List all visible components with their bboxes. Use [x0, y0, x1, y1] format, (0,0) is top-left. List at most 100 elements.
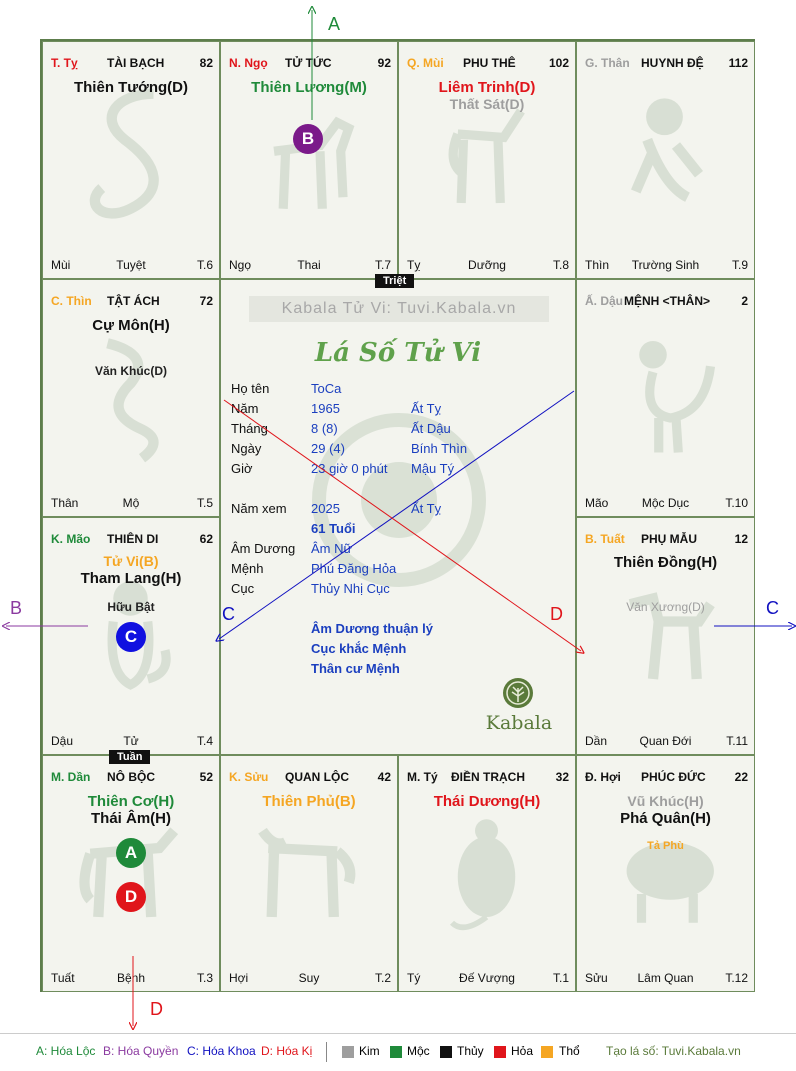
main-star: Cự Môn(H)	[92, 317, 170, 334]
palace-name: HUYNH ĐỆ	[641, 56, 704, 70]
year-value: 1965	[311, 401, 340, 416]
palace-score: 62	[199, 532, 213, 546]
palace-score: 102	[548, 56, 569, 70]
life-stage: Mộ	[122, 496, 140, 510]
tuan-tag: Tuần	[109, 750, 151, 764]
label-a: A	[328, 14, 340, 34]
earthly-branch: Tuất	[51, 971, 75, 985]
destiny-value: Phú Đăng Hỏa	[311, 561, 397, 576]
marker-d: D	[116, 882, 146, 912]
heavenly-stem: N. Ngọ	[229, 56, 268, 70]
swatch-tho	[541, 1046, 553, 1058]
heavenly-stem: M. Tý	[407, 770, 438, 784]
month-index: T.7	[374, 258, 391, 272]
heavenly-stem: G. Thân	[585, 56, 630, 70]
heavenly-stem: Ấ. Dậu	[585, 294, 624, 308]
heavenly-stem: Đ. Hợi	[585, 770, 621, 784]
year-can-chi: Ất Tỵ	[411, 401, 442, 416]
cuc-label: Cục	[231, 581, 255, 596]
earthly-branch: Thìn	[585, 258, 610, 272]
month-value: 8 (8)	[311, 421, 338, 436]
palace-tai-bach: T. Tỵ TÀI BẠCH 82 Thiên Tướng(D) Mùi Tuy…	[42, 41, 220, 279]
palace-phu-the: Q. Mùi PHU THÊ 102 Liêm Trinh(D) Thất Sá…	[398, 41, 576, 279]
palace-name: TẬT ÁCH	[107, 294, 160, 308]
heavenly-stem: M. Dần	[51, 770, 91, 784]
rat-icon	[449, 819, 516, 931]
snake-icon	[89, 88, 159, 219]
legend-hoa-quyen: B: Hóa Quyền	[103, 1044, 179, 1058]
label-d-bottom: D	[150, 999, 163, 1019]
note-3: Thân cư Mệnh	[311, 661, 400, 676]
palace-name: TỬ TỨC	[285, 56, 332, 70]
swatch-hoa	[494, 1046, 506, 1058]
palace-name: MỆNH <THÂN>	[624, 294, 711, 308]
main-star-2: Thất Sát(D)	[449, 96, 525, 112]
cuc-value: Thủy Nhị Cục	[311, 581, 390, 596]
palace-name: ĐIỀN TRẠCH	[451, 770, 525, 784]
month-index: T.5	[196, 496, 213, 510]
life-stage: Trường Sinh	[631, 258, 700, 272]
earthly-branch: Dần	[585, 734, 608, 748]
heavenly-stem: B. Tuất	[585, 532, 625, 546]
palace-score: 2	[741, 294, 748, 308]
earthly-branch: Dậu	[51, 734, 74, 748]
life-stage: Mộc Dục	[641, 496, 690, 510]
earthly-branch: Sửu	[585, 971, 608, 985]
life-stage: Bệnh	[116, 971, 146, 985]
swatch-thuy	[440, 1046, 452, 1058]
cat-icon	[107, 581, 171, 690]
palace-name: THIÊN DI	[107, 532, 159, 546]
swatch-kim	[342, 1046, 354, 1058]
marker-b: B	[293, 124, 323, 154]
palace-name: PHỤ MẪU	[641, 532, 697, 546]
life-stage: Quan Đới	[639, 734, 692, 748]
minor-star: Văn Xương(D)	[626, 600, 705, 614]
earthly-branch: Mão	[585, 496, 609, 510]
goat-icon	[448, 108, 525, 204]
year-label: Năm	[231, 401, 259, 416]
label-d-center: D	[550, 604, 563, 624]
palace-phuc-duc: Đ. Hợi PHÚC ĐỨC 22 Vũ Khúc(H) Phá Quân(H…	[576, 755, 755, 992]
dog-icon	[628, 592, 715, 680]
palace-huynh-de: G. Thân HUYNH ĐỆ 112 Thìn Trường Sinh T.…	[576, 41, 755, 279]
legend-divider	[326, 1042, 327, 1062]
center-info-panel: Kabala Tử Vi: Tuvi.Kabala.vn Lá Số Tử Vi…	[220, 279, 576, 755]
life-stage: Tuyệt	[116, 258, 146, 272]
legend-tho: Thổ	[559, 1044, 580, 1058]
minor-star: Văn Khúc(D)	[95, 364, 167, 378]
palace-name: PHÚC ĐỨC	[641, 770, 706, 784]
view-year-label: Năm xem	[231, 501, 287, 516]
rooster-icon	[639, 340, 716, 453]
earthly-branch: Thân	[51, 496, 79, 510]
legend-thuy: Thủy	[457, 1044, 484, 1058]
main-star: Thái Dương(H)	[433, 793, 541, 810]
palace-menh: Ấ. Dậu MỆNH <THÂN> 2 Mão Mộc Dục T.10	[576, 279, 755, 517]
triet-tag: Triệt	[375, 274, 415, 288]
life-stage: Thai	[297, 258, 321, 272]
heavenly-stem: Q. Mùi	[407, 56, 444, 70]
palace-name: PHU THÊ	[463, 56, 516, 70]
palace-score: 82	[199, 56, 213, 70]
main-star: Tử Vi(B)	[103, 553, 159, 569]
life-stage: Đế Vượng	[459, 971, 515, 985]
minor-star: Tả Phù	[647, 840, 684, 852]
yin-yang-watermark-icon	[312, 413, 486, 587]
diagonal-c-line	[219, 390, 575, 639]
main-star-2: Thái Âm(H)	[91, 810, 171, 827]
day-can-chi: Bính Thìn	[411, 441, 468, 456]
earthly-branch: Tý	[407, 971, 421, 985]
site-link[interactable]: Tạo lá số: Tuvi.Kabala.vn	[606, 1044, 741, 1058]
month-index: T.9	[731, 258, 748, 272]
name-value: ToCa	[311, 381, 342, 396]
yin-yang-value: Âm Nữ	[311, 541, 353, 556]
tiger-icon	[79, 827, 179, 918]
heavenly-stem: T. Tỵ	[51, 56, 78, 70]
monkey-icon	[630, 98, 704, 202]
diagonal-d-line	[223, 399, 581, 651]
main-star: Thiên Phủ(B)	[262, 793, 356, 810]
palace-name: NÔ BỘC	[107, 770, 155, 784]
label-c-center: C	[222, 604, 235, 624]
minor-star: Hữu Bật	[107, 600, 155, 614]
marker-c: C	[116, 622, 146, 652]
